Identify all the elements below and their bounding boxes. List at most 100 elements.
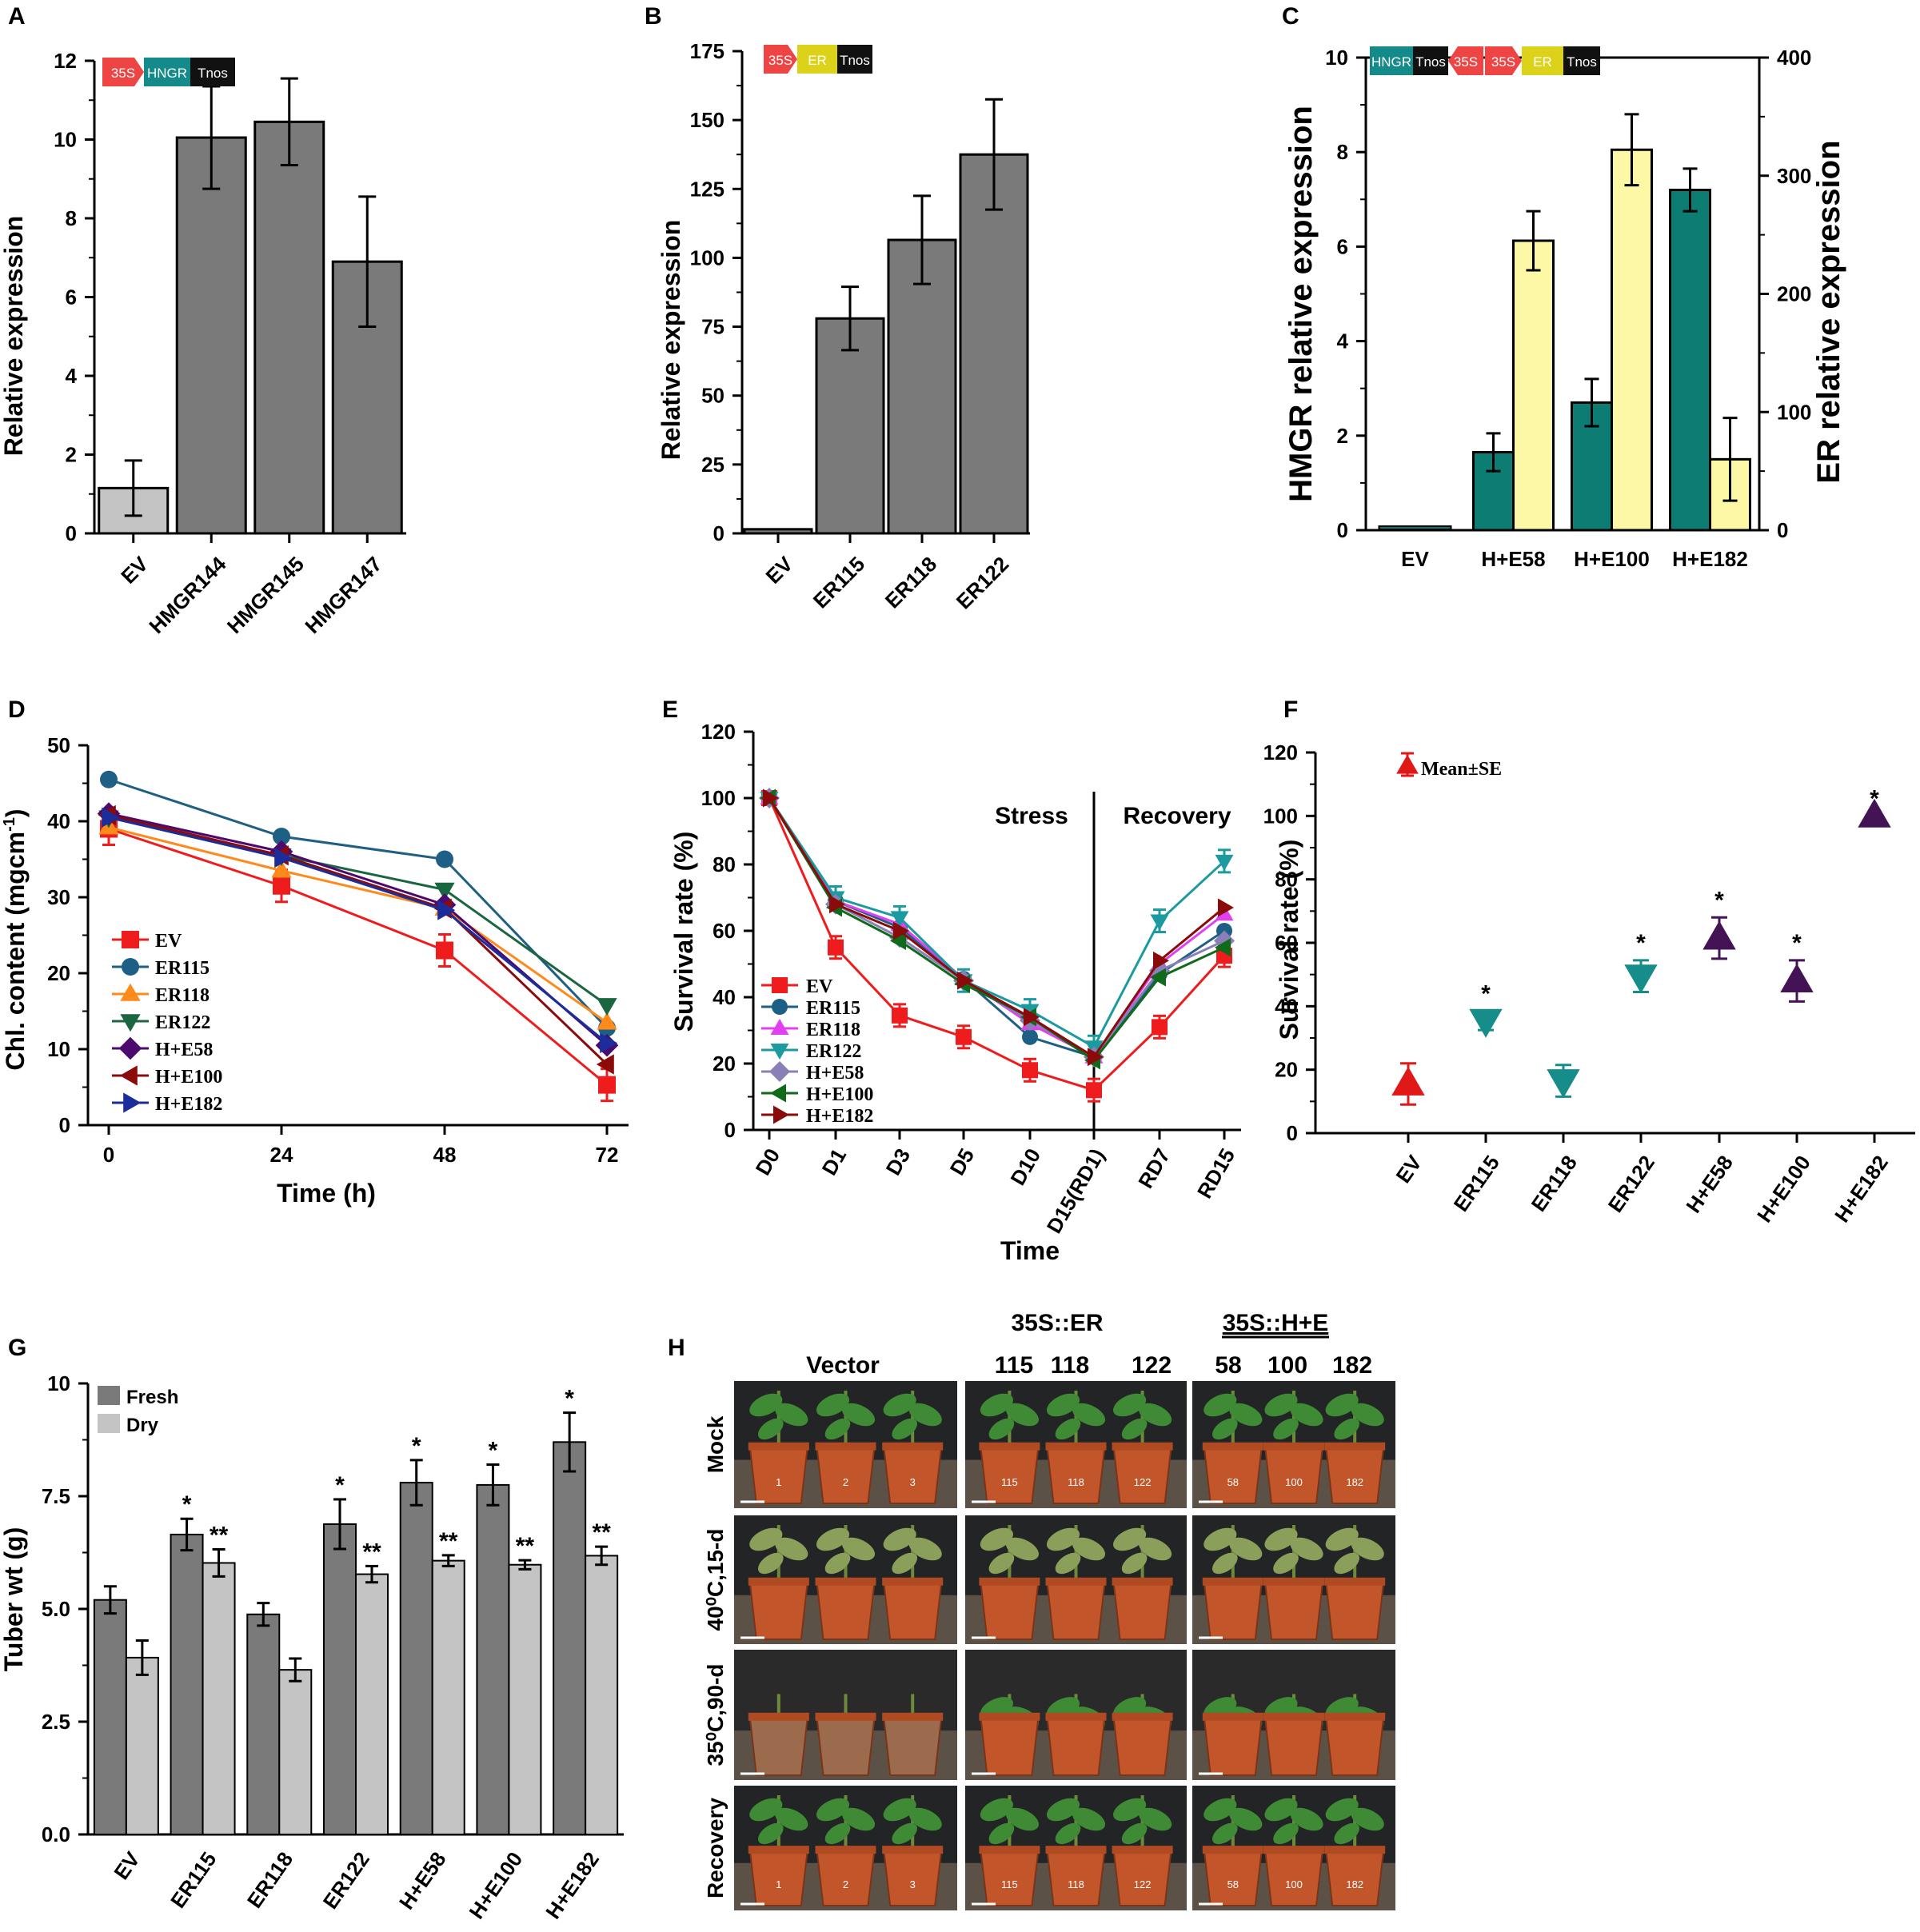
construct-box	[1563, 46, 1600, 75]
f-y-tick-label: 40	[1275, 994, 1298, 1018]
h-plant-leaf	[841, 1403, 876, 1427]
d-y-tick-label: 50	[47, 733, 70, 757]
construct-box	[1413, 46, 1448, 75]
h-plant-leaf	[1351, 1807, 1384, 1831]
a-y-tick-label: 0	[66, 521, 77, 545]
construct-box	[1522, 46, 1563, 75]
e-series-line	[768, 797, 1225, 1062]
f-point	[1624, 964, 1658, 994]
b-y-tick-label: 100	[690, 245, 724, 269]
d-x-tick-label: 0	[103, 1143, 114, 1167]
d-y-tick-label: 10	[47, 1037, 70, 1061]
f-point	[1858, 798, 1891, 828]
f-point	[1780, 964, 1814, 992]
d-legend-label: H+E182	[155, 1094, 222, 1115]
f-x-tick-label: H+E100	[1752, 1151, 1815, 1227]
e-annotation-recovery: Recovery	[1123, 803, 1231, 829]
h-pot-rim	[815, 1846, 876, 1854]
g-x-tick-label: ER118	[242, 1847, 297, 1912]
h-plant-leaf	[988, 1822, 1015, 1845]
b-bar	[959, 153, 1029, 535]
h-pot-rim	[1045, 1846, 1107, 1854]
h-pot	[1263, 1581, 1324, 1640]
e-legend-label: H+E182	[806, 1106, 873, 1127]
e-x-tick-label: D5	[945, 1144, 980, 1180]
h-pot	[816, 1581, 876, 1640]
d-legend-marker	[120, 983, 141, 1001]
e-annotation-stress: Stress	[995, 803, 1068, 829]
e-point	[1022, 1028, 1038, 1045]
h-pot-rim	[1324, 1442, 1386, 1451]
h-pot-rim	[1324, 1712, 1386, 1721]
h-plant-leaf	[1139, 1537, 1172, 1561]
d-legend-label: ER115	[155, 958, 210, 979]
h-pot-label: 2	[843, 1878, 848, 1890]
h-pot-rim	[748, 1577, 809, 1586]
h-plant-leaf	[749, 1527, 783, 1551]
d-series-line	[108, 828, 608, 1086]
construct-label: 35S	[768, 53, 792, 68]
c-y-tick-label: 0	[1337, 518, 1348, 542]
construct-label: Tnos	[840, 53, 870, 68]
g-y-label: Tuber wt (g)	[0, 1527, 28, 1672]
e-legend-label: ER115	[806, 998, 860, 1019]
h-pot-rim	[882, 1577, 944, 1586]
c-bar-hmgr	[1378, 525, 1452, 531]
e-point	[1022, 1062, 1038, 1079]
h-plant-leaf	[1325, 1527, 1359, 1551]
e-legend-label: ER118	[806, 1020, 860, 1040]
g-significance-fresh: *	[182, 1491, 192, 1518]
d-series-line	[108, 813, 609, 1066]
e-y-tick-label: 40	[713, 985, 736, 1009]
h-pot-rim	[882, 1846, 944, 1854]
g-significance-dry: **	[592, 1519, 611, 1546]
h-plant-leaf	[1264, 1393, 1298, 1417]
h-pot-rim	[1112, 1712, 1173, 1721]
h-plant-leaf	[841, 1537, 876, 1561]
b-y-tick-label: 50	[701, 384, 724, 408]
h-plant-leaf	[1264, 1798, 1298, 1822]
c-y-tick-label: 10	[1325, 46, 1348, 70]
h-pot-rim	[1202, 1442, 1263, 1451]
d-x-tick-label: 48	[433, 1143, 457, 1167]
h-pot	[883, 1716, 943, 1776]
g-bar-fresh	[476, 1483, 510, 1836]
g-x-tick-label: ER122	[318, 1847, 374, 1913]
c-bar-er	[1611, 148, 1653, 532]
h-pot-label: 3	[910, 1878, 916, 1890]
f-y-tick-label: 60	[1275, 931, 1298, 955]
h-plant-leaf	[1139, 1403, 1172, 1427]
h-plant-leaf	[1203, 1798, 1237, 1822]
h-pot	[980, 1446, 1040, 1504]
h-pot-label: 182	[1346, 1878, 1363, 1890]
e-legend-marker	[770, 1044, 789, 1060]
g-bar-fresh	[399, 1482, 433, 1835]
g-bar-dry	[125, 1656, 159, 1836]
g-bar-dry	[278, 1669, 313, 1835]
f-legend-label: Mean±SE	[1421, 759, 1502, 780]
h-pot-rim	[748, 1442, 809, 1451]
h-line-label: 118	[1051, 1352, 1089, 1379]
h-plant-leaf	[824, 1418, 851, 1440]
h-pot-rim	[1112, 1846, 1173, 1854]
d-series-line	[108, 816, 608, 1044]
h-plant-leaf	[1351, 1537, 1384, 1561]
f-legend-marker	[1396, 754, 1419, 774]
d-legend-label: ER118	[155, 985, 210, 1006]
h-plant-leaf	[1203, 1527, 1237, 1551]
h-pot	[1203, 1716, 1263, 1776]
d-y-tick-label: 40	[47, 809, 70, 833]
h-pot-rim	[979, 1442, 1040, 1451]
e-legend-label: ER122	[806, 1041, 861, 1062]
f-y-label: Survival rate (%)	[1275, 840, 1303, 1040]
h-pot-rim	[1045, 1577, 1107, 1586]
e-point	[892, 1007, 908, 1024]
c-y2-tick-label: 300	[1777, 164, 1811, 188]
h-plant-leaf	[1290, 1807, 1323, 1831]
h-pot	[980, 1581, 1040, 1640]
h-plant-leaf	[1264, 1527, 1298, 1551]
a-y-tick-label: 4	[66, 364, 78, 388]
h-row-label: 35⁰C,90-d	[703, 1664, 728, 1766]
h-plant-leaf	[1055, 1552, 1081, 1575]
